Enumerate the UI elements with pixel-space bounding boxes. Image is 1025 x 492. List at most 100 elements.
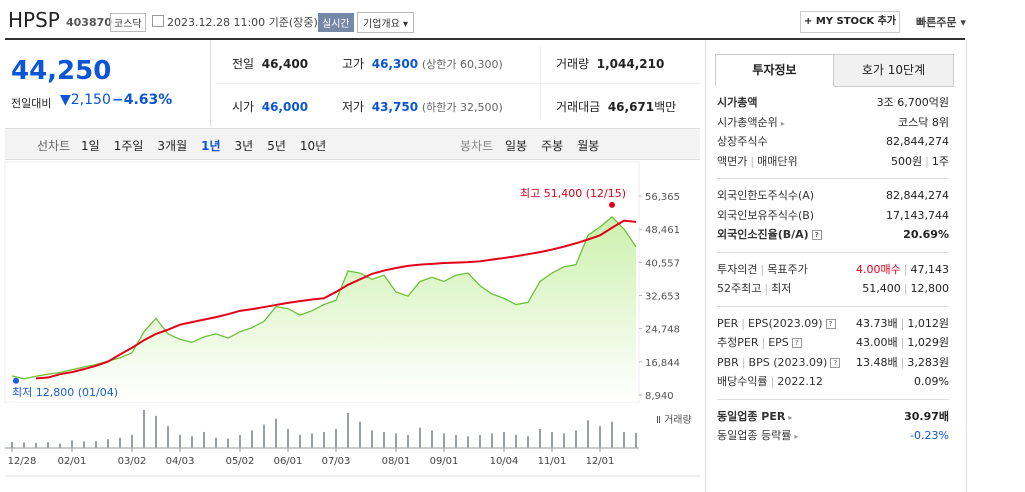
info-group: 시가총액 3조 6,700억원 시가총액순위 ▸ 코스닥 8위 상장주식수 82,844,2… xyxy=(717,86,949,179)
info-icon: ? xyxy=(811,230,822,240)
info-group: 동일업종 PER ▸ 30.97배 동일업종 등락률 ▸ -0.23% xyxy=(717,400,949,453)
volume-bar xyxy=(347,412,349,448)
period-button[interactable]: 1주일 xyxy=(113,139,144,153)
info-label: 배당수익률 xyxy=(717,375,768,388)
info-labels: 외국인한도주식수(A) xyxy=(717,186,814,206)
info-values: 82,844,274 xyxy=(886,186,949,206)
info-group: 외국인한도주식수(A) 82,844,274 외국인보유주식수(B) 17,143,7… xyxy=(717,179,949,253)
volume-bar xyxy=(47,442,49,448)
summary-item: 저가 43,750 (하한가 32,500) xyxy=(342,98,503,115)
info-values: 30.97배 xyxy=(904,407,949,427)
volume-bar xyxy=(215,437,217,448)
info-row: 배당수익률 | 2022.12 0.09% xyxy=(717,372,949,392)
volume-bar xyxy=(335,429,337,448)
summary-item: 거래량 1,044,210 xyxy=(556,55,664,72)
period-button[interactable]: 1년 xyxy=(201,139,221,153)
separator: | xyxy=(770,375,775,388)
x-tick-label: 03/02 xyxy=(118,456,147,467)
company-info-button[interactable]: 기업개요 ▾ xyxy=(357,12,415,33)
info-label: 액면가 xyxy=(717,154,748,168)
info-value: 0.09% xyxy=(914,375,949,388)
separator: | xyxy=(925,154,929,168)
info-row: 시가총액순위 ▸ 코스닥 8위 xyxy=(717,113,949,133)
info-value: 1,029원 xyxy=(907,336,949,349)
separator: | xyxy=(741,316,745,330)
info-value: 51,400 xyxy=(862,282,901,295)
info-value: 43.00배 xyxy=(856,336,898,349)
info-row: 동일업종 등락률 ▸ -0.23% xyxy=(717,426,949,446)
candle-button[interactable]: 주봉 xyxy=(541,139,564,153)
info-row: 외국인보유주식수(B) 17,143,744 xyxy=(717,206,949,226)
separator: | xyxy=(903,282,908,295)
line-chart-label: 선차트 xyxy=(37,139,71,153)
volume-bar xyxy=(11,441,13,448)
info-values: 13.48배 | 3,283원 xyxy=(856,353,949,373)
x-tick-label: 07/03 xyxy=(322,456,351,467)
tab[interactable]: 호가 10단계 xyxy=(833,54,954,87)
info-label: 시가총액순위 xyxy=(717,115,778,129)
y-tick-label: 24,748 xyxy=(645,325,680,336)
info-labels: 투자의견 | 목표주가 xyxy=(717,260,808,280)
arrow: ▸ xyxy=(794,432,799,441)
volume-bar xyxy=(179,434,181,448)
info-labels: 동일업종 등락률 ▸ xyxy=(717,426,798,446)
summary-note: (상한가 60,300) xyxy=(421,58,503,71)
volume-bar xyxy=(299,434,301,448)
info-labels: PER | EPS(2023.09)? xyxy=(717,314,836,334)
realtime-badge[interactable]: 실시간 xyxy=(318,13,354,32)
info-label: EPS xyxy=(768,336,789,349)
high-marker xyxy=(609,201,615,208)
separator: | xyxy=(900,336,905,349)
candle-button[interactable]: 일봉 xyxy=(505,139,528,153)
period-button[interactable]: 10년 xyxy=(299,139,327,153)
side-panel xyxy=(705,40,967,492)
low-label: 최저 12,800 (01/04) xyxy=(12,386,118,399)
volume-bar xyxy=(119,437,121,448)
info-labels: 상장주식수 xyxy=(717,132,768,152)
tab[interactable]: 투자정보 xyxy=(715,54,834,86)
period-button[interactable]: 3년 xyxy=(234,139,254,153)
my-stock-button[interactable]: + MY STOCK 추가 xyxy=(800,11,900,33)
summary-value: 1,044,210 xyxy=(596,57,665,71)
info-value: 3,283원 xyxy=(907,355,949,369)
info-value: 1주 xyxy=(931,154,949,168)
info-values: 20.69% xyxy=(903,225,949,245)
info-label: PER xyxy=(717,316,739,330)
x-tick-label: 12/28 xyxy=(8,456,37,467)
moving-average-line xyxy=(35,219,637,380)
info-icon: ? xyxy=(830,357,841,368)
candle-list: 일봉 주봉 월봉 xyxy=(505,137,613,154)
volume-bar xyxy=(443,433,445,448)
info-label: 외국인보유주식수(B) xyxy=(717,208,815,222)
summary-label: 시가 xyxy=(232,100,255,114)
info-labels: 배당수익률 | 2022.12 xyxy=(717,372,823,392)
quote-box xyxy=(5,40,211,126)
change-percent: −4.63% xyxy=(112,92,173,108)
period-button[interactable]: 3개월 xyxy=(157,139,188,153)
info-value: 43.73배 xyxy=(856,316,898,330)
period-button[interactable]: 1일 xyxy=(81,139,100,153)
info-labels: 시가총액 xyxy=(717,93,757,113)
summary-value: 46,671 xyxy=(607,100,655,114)
info-label: BPS (2023.09) xyxy=(748,355,828,369)
calendar-icon xyxy=(152,15,164,27)
info-labels: 52주최고 | 최저 xyxy=(717,279,791,299)
info-value: 12,800 xyxy=(910,282,950,295)
info-labels: 동일업종 PER ▸ xyxy=(717,407,792,427)
summary-note: (하한가 32,500) xyxy=(421,101,503,114)
info-label: 동일업종 등락률 xyxy=(717,429,792,442)
info-label: EPS(2023.09) xyxy=(747,316,823,330)
volume-bar xyxy=(527,436,529,448)
x-tick-label: 02/01 xyxy=(58,456,87,467)
period-button[interactable]: 5년 xyxy=(267,139,286,153)
candle-button[interactable]: 월봉 xyxy=(577,139,600,153)
info-value: 1,012원 xyxy=(907,316,949,330)
info-row: 투자의견 | 목표주가 4.00매수 | 47,143 xyxy=(717,260,949,280)
volume-bar xyxy=(263,424,265,448)
info-values: 82,844,274 xyxy=(886,132,949,152)
volume-bar xyxy=(227,438,229,448)
y-tick-label: 8,940 xyxy=(645,391,674,402)
x-tick-label: 10/04 xyxy=(490,456,519,467)
volume-bar xyxy=(251,430,253,448)
quick-order[interactable]: 빠른주문 ▾ xyxy=(916,16,966,29)
